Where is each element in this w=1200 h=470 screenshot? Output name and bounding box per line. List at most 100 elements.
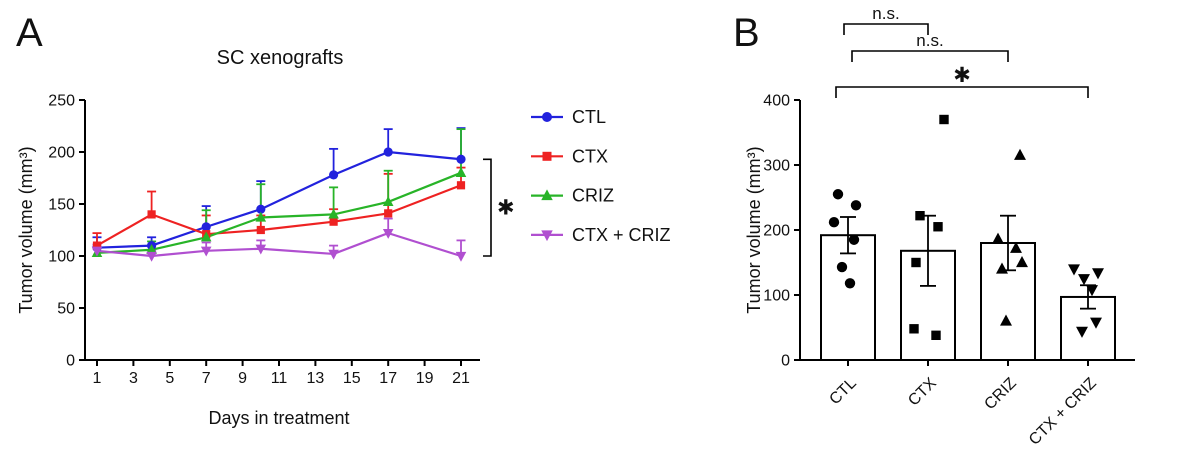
y-tick-label: 200 bbox=[48, 145, 75, 162]
significance-label: n.s. bbox=[872, 4, 899, 23]
legend-marker bbox=[541, 230, 553, 242]
data-point-marker bbox=[1010, 241, 1022, 253]
legend-marker bbox=[541, 189, 553, 201]
bar bbox=[820, 234, 876, 361]
y-tick-label: 300 bbox=[763, 158, 790, 175]
legend-marker bbox=[542, 112, 552, 122]
panel-a-title: SC xenografts bbox=[217, 47, 344, 69]
x-tick-label: CTX bbox=[905, 375, 940, 410]
panel-b-ylabel: Tumor volume (mm³) bbox=[744, 146, 764, 313]
legend-label: CTX + CRIZ bbox=[572, 225, 671, 245]
y-tick-label: 200 bbox=[763, 223, 790, 240]
data-point-marker bbox=[1090, 317, 1102, 329]
data-point-marker bbox=[255, 244, 267, 255]
legend-label: CTX bbox=[572, 146, 608, 166]
x-tick-label: 17 bbox=[379, 370, 397, 387]
significance-bracket bbox=[483, 158, 492, 257]
data-point-marker bbox=[200, 231, 212, 242]
data-point-marker bbox=[1092, 268, 1104, 280]
data-point-marker bbox=[844, 278, 856, 289]
data-point-marker bbox=[201, 222, 211, 232]
data-point-marker bbox=[91, 246, 103, 257]
data-point-marker bbox=[909, 324, 919, 334]
y-tick-label: 100 bbox=[763, 288, 790, 305]
x-tick-label: 19 bbox=[416, 370, 434, 387]
data-point-marker bbox=[1078, 274, 1090, 286]
y-tick-label: 50 bbox=[57, 301, 75, 318]
legend-marker bbox=[542, 151, 552, 161]
x-tick-label: CTX + CRIZ bbox=[1026, 375, 1100, 449]
data-point-marker bbox=[1076, 326, 1088, 338]
data-point-marker bbox=[383, 147, 393, 157]
significance-bracket bbox=[835, 86, 1089, 98]
data-point-marker bbox=[384, 209, 393, 218]
significance-label: ✱ bbox=[497, 197, 515, 220]
data-point-marker bbox=[931, 330, 941, 340]
data-point-marker bbox=[92, 241, 102, 250]
data-point-marker bbox=[146, 244, 157, 254]
data-point-marker bbox=[200, 246, 212, 257]
bar-chart: 0 100 200 300 400 CTL CTX CRIZ CTX + CRIZ n.s. n.s… bbox=[763, 4, 1135, 449]
data-point-marker bbox=[939, 114, 949, 125]
data-point-marker bbox=[915, 211, 925, 221]
data-point-marker bbox=[828, 217, 840, 228]
legend: CTL CTX CRIZ CTX + CRIZ bbox=[531, 107, 671, 245]
y-tick-label: 250 bbox=[48, 93, 75, 110]
x-tick-label: 3 bbox=[129, 370, 138, 387]
data-point-marker bbox=[255, 211, 267, 222]
data-point-marker bbox=[1016, 256, 1028, 268]
data-point-marker bbox=[992, 232, 1004, 244]
x-tick-label: 9 bbox=[238, 370, 247, 387]
data-point-marker bbox=[328, 249, 339, 260]
significance-bracket bbox=[851, 50, 1009, 62]
significance-label: n.s. bbox=[916, 31, 943, 50]
y-tick-label: 100 bbox=[48, 249, 75, 266]
x-tick-label: 1 bbox=[93, 370, 102, 387]
panel-a-xlabel: Days in treatment bbox=[208, 408, 349, 428]
data-point-marker bbox=[832, 189, 844, 200]
data-point-marker bbox=[1000, 314, 1012, 326]
data-point-marker bbox=[836, 261, 848, 273]
data-point-marker bbox=[455, 251, 467, 262]
data-point-marker bbox=[1014, 148, 1026, 160]
x-tick-label: 7 bbox=[202, 370, 211, 387]
significance-bracket bbox=[843, 23, 929, 35]
data-point-marker bbox=[911, 257, 921, 268]
data-point-marker bbox=[382, 228, 394, 239]
data-point-marker bbox=[256, 204, 266, 214]
y-tick-label: 0 bbox=[66, 353, 75, 370]
data-point-marker bbox=[146, 251, 157, 262]
data-point-marker bbox=[147, 210, 156, 219]
y-tick-label: 150 bbox=[48, 197, 75, 214]
x-tick-label: CRIZ bbox=[981, 375, 1020, 414]
data-point-marker bbox=[456, 154, 466, 164]
panel-a-letter: A bbox=[16, 11, 43, 55]
y-tick-label: 400 bbox=[763, 93, 790, 110]
panel-a-ylabel: Tumor volume (mm³) bbox=[16, 146, 36, 313]
x-tick-label: 21 bbox=[452, 370, 470, 387]
significance-label: ✱ bbox=[953, 64, 971, 87]
data-point-marker bbox=[1068, 264, 1080, 276]
data-point-marker bbox=[329, 170, 339, 180]
x-tick-label: 5 bbox=[165, 370, 174, 387]
x-tick-label: 15 bbox=[343, 370, 361, 387]
data-point-marker bbox=[848, 234, 860, 245]
data-point-marker bbox=[329, 217, 338, 226]
x-tick-label: 11 bbox=[271, 370, 288, 387]
data-point-marker bbox=[1086, 285, 1098, 297]
data-point-marker bbox=[455, 167, 467, 177]
data-point-marker bbox=[456, 181, 466, 190]
legend-label: CTL bbox=[572, 107, 606, 127]
panel-b-letter: B bbox=[733, 11, 760, 55]
data-point-marker bbox=[256, 225, 265, 235]
x-tick-label: 13 bbox=[307, 370, 325, 387]
data-point-marker bbox=[382, 196, 394, 207]
legend-label: CRIZ bbox=[572, 186, 614, 206]
data-point-marker bbox=[850, 200, 862, 211]
data-point-marker bbox=[933, 222, 943, 232]
data-point-marker bbox=[996, 262, 1008, 274]
y-tick-label: 0 bbox=[781, 353, 790, 370]
